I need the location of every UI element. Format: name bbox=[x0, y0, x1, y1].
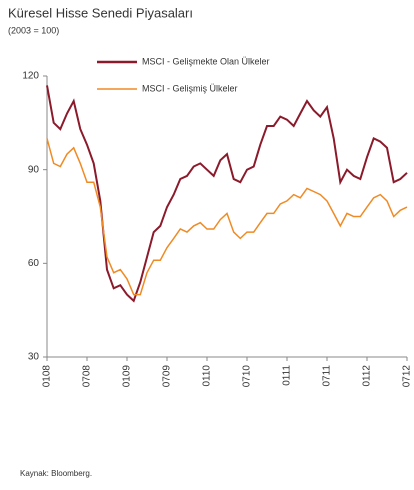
x-tick-label: 0110 bbox=[202, 365, 213, 387]
y-tick-label: 60 bbox=[28, 258, 40, 269]
x-tick-label: 0708 bbox=[82, 365, 93, 388]
legend-label: MSCI - Gelişmekte Olan Ülkeler bbox=[142, 56, 270, 66]
y-tick-label: 30 bbox=[28, 352, 40, 363]
x-tick-label: 0709 bbox=[162, 365, 173, 388]
series-line bbox=[46, 85, 408, 303]
x-tick-label: 0710 bbox=[242, 365, 253, 388]
legend-label: MSCI - Gelişmiş Ülkeler bbox=[142, 83, 238, 93]
x-tick-label: 0108 bbox=[42, 365, 53, 388]
x-tick-label: 0711 bbox=[322, 365, 333, 387]
series-line bbox=[46, 138, 408, 296]
chart-title: Küresel Hisse Senedi Piyasaları bbox=[8, 5, 193, 20]
chart-subtitle: (2003 = 100) bbox=[8, 25, 59, 35]
x-tick-label: 0111 bbox=[282, 365, 293, 386]
x-tick-label: 0109 bbox=[122, 365, 133, 388]
x-tick-label: 0112 bbox=[362, 365, 373, 387]
x-tick-label: 0712 bbox=[402, 365, 413, 388]
y-tick-label: 120 bbox=[22, 71, 39, 82]
y-tick-label: 90 bbox=[28, 164, 40, 175]
source-note: Kaynak: Bloomberg. bbox=[20, 469, 92, 478]
